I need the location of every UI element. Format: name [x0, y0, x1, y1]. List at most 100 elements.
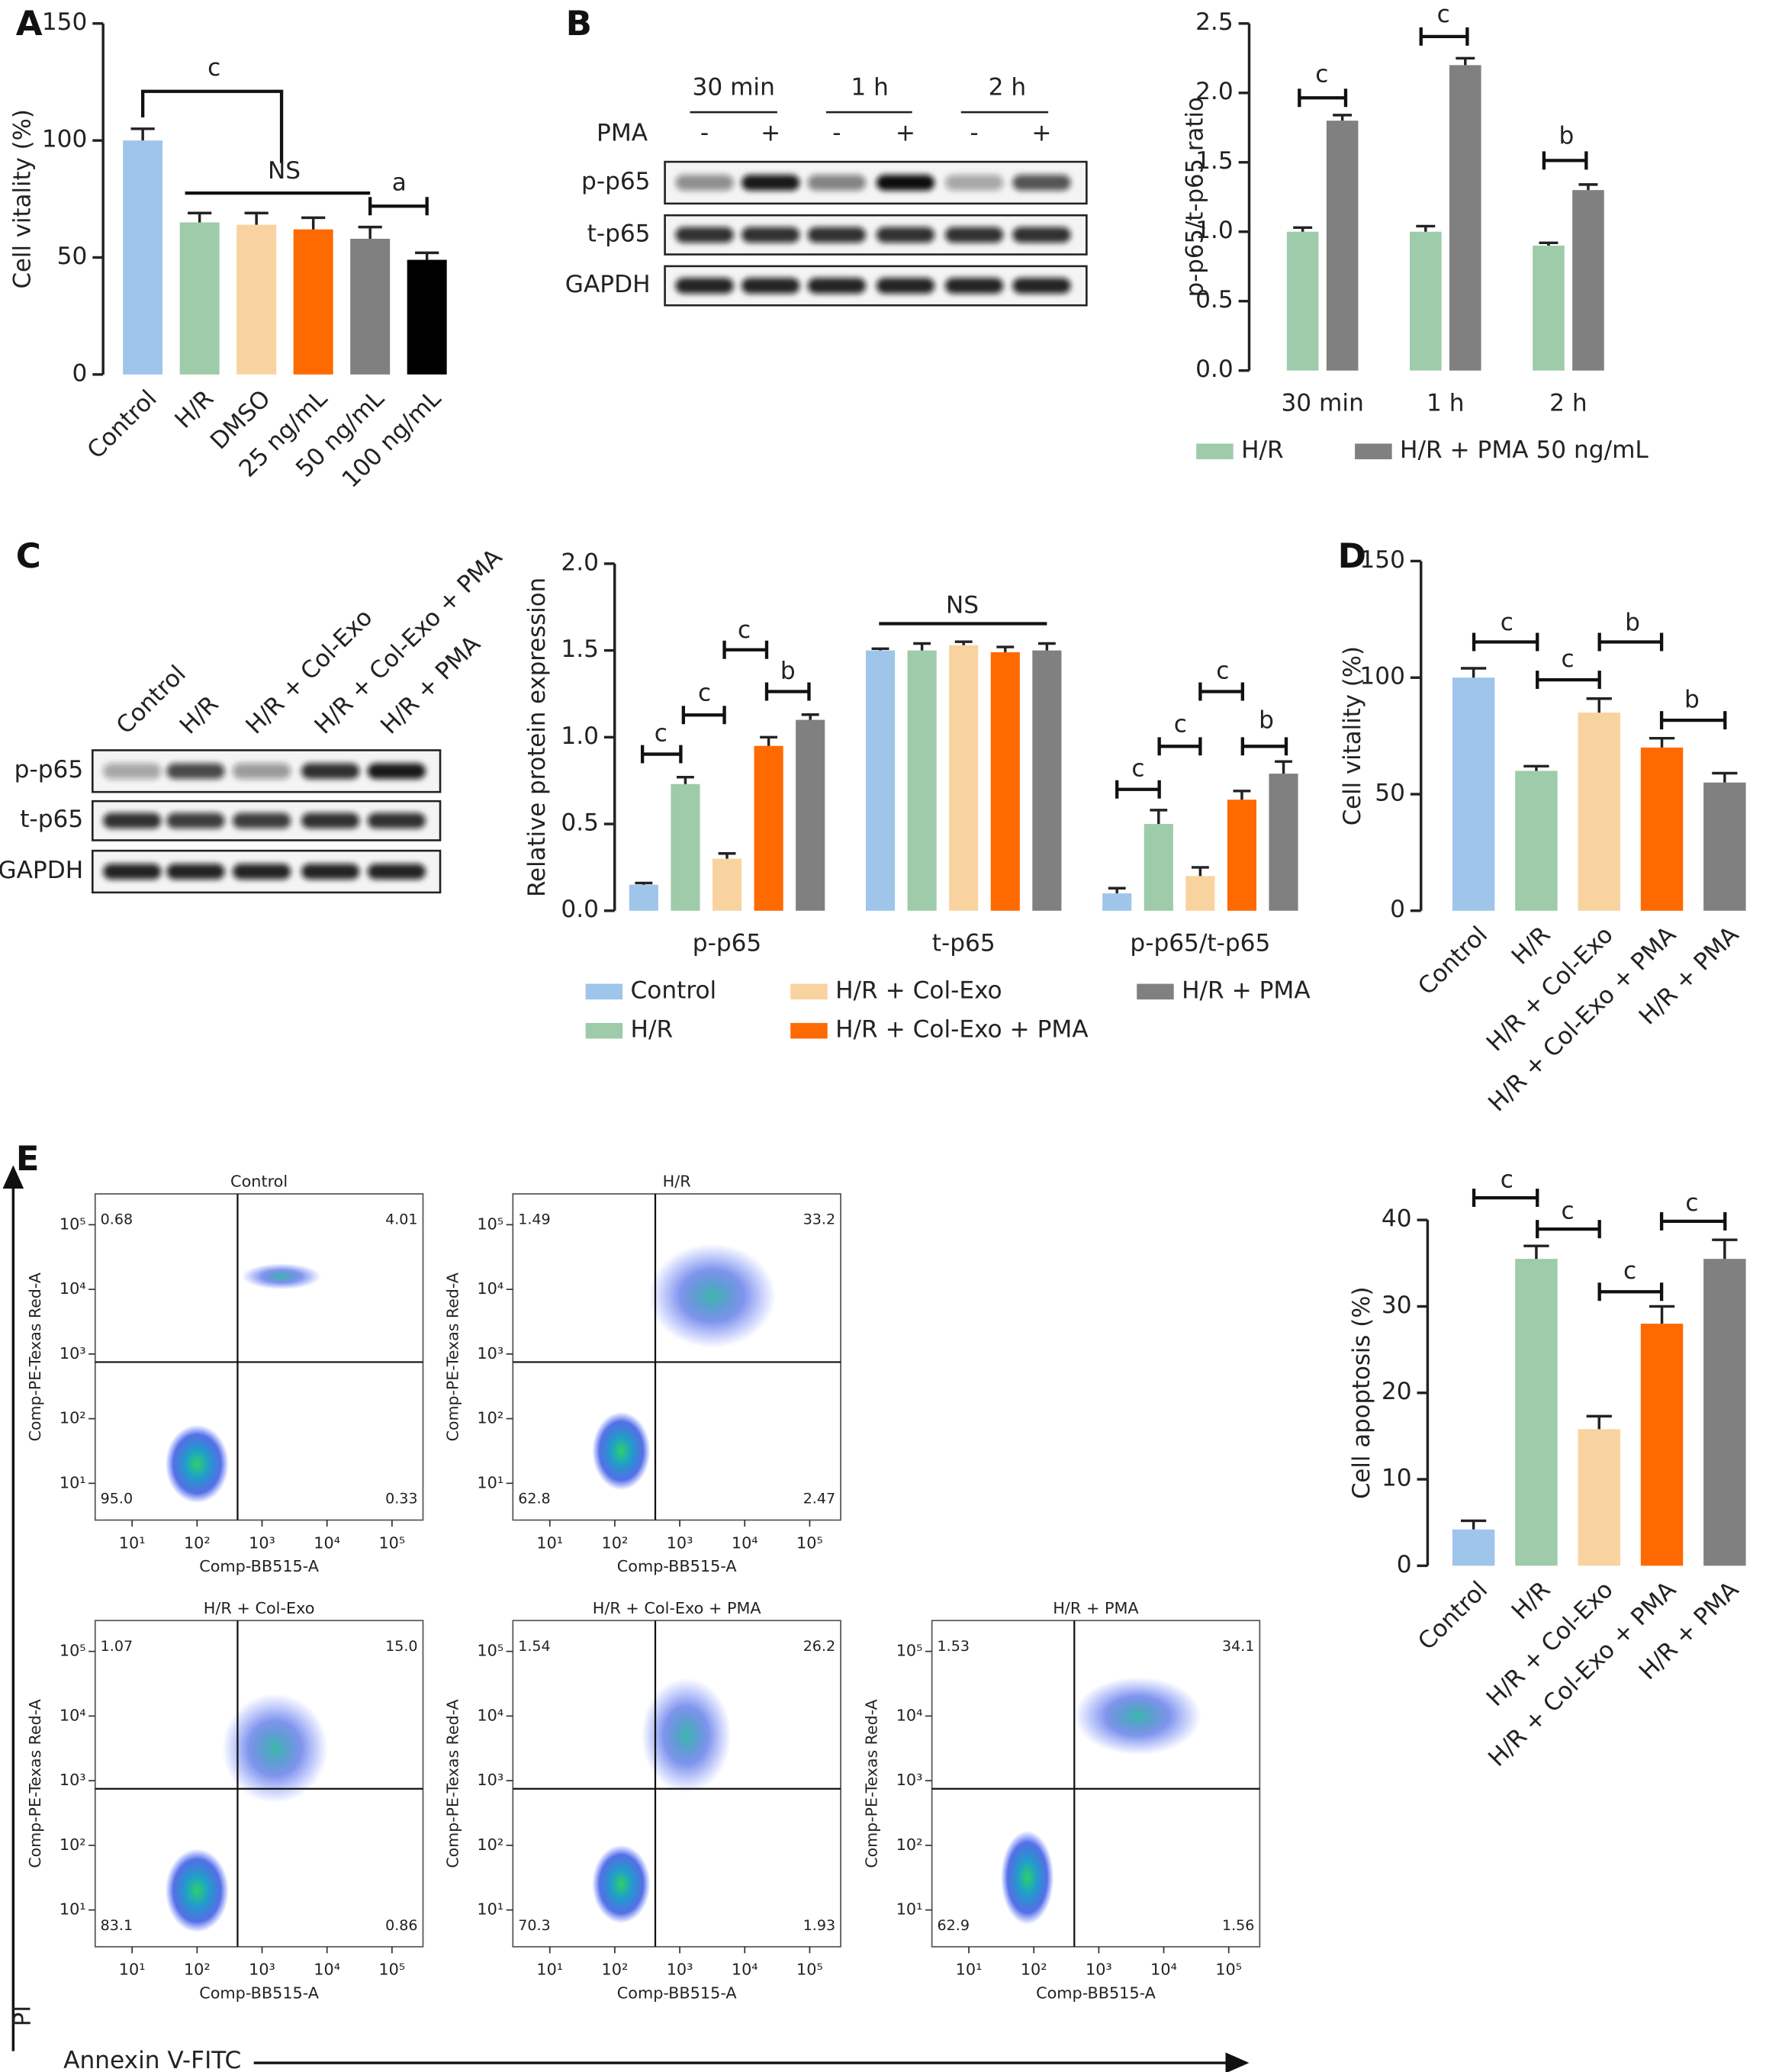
x-tick-label: 1 h	[1427, 390, 1465, 417]
error-bar	[244, 211, 269, 225]
y-tick-label: 2.0	[1195, 78, 1234, 105]
blot-band	[675, 175, 734, 191]
significance-bracket	[640, 745, 683, 764]
y-axis-label: Comp-PE-Texas Red-A	[26, 1272, 44, 1441]
blot-band	[944, 278, 1004, 294]
legend-swatch	[790, 1022, 828, 1039]
blot-band	[675, 227, 734, 243]
error-bar	[1523, 1244, 1549, 1260]
y-tick-label: 10⁵	[896, 1642, 923, 1660]
error-bar	[871, 647, 889, 651]
error-bar	[760, 735, 778, 746]
quadrant-value: 4.01	[385, 1211, 417, 1228]
x-title: Annexin V-FITC	[63, 2047, 241, 2072]
time-label: 30 min	[693, 74, 775, 101]
bar	[907, 650, 937, 911]
bar	[1032, 650, 1062, 911]
y-tick-label: 10³	[477, 1771, 503, 1789]
bar	[1227, 800, 1257, 911]
flow-title: H/R + PMA	[1053, 1599, 1138, 1617]
error-bar	[130, 127, 155, 141]
legend-swatch	[790, 983, 828, 1000]
error-bar	[1275, 760, 1292, 774]
y-tick-label: 150	[42, 8, 88, 36]
significance-bracket	[1597, 1282, 1664, 1301]
bar	[179, 222, 220, 375]
error-bar	[1649, 736, 1675, 748]
blot-band	[367, 763, 426, 780]
blot-band	[1012, 278, 1071, 294]
x-tick-label: 10²	[602, 1533, 629, 1552]
significance-label: b	[1684, 686, 1700, 713]
x-tick-label: 10⁴	[1150, 1961, 1177, 1979]
quadrant-value: 1.53	[938, 1638, 970, 1655]
blot-band	[1012, 175, 1071, 191]
quadrant-value: 62.8	[518, 1491, 550, 1507]
significance-label: b	[1625, 609, 1640, 636]
quadrant-value: 1.07	[101, 1638, 133, 1655]
x-axis-label: Comp-BB515-A	[199, 1557, 319, 1575]
significance-label: c	[1685, 1189, 1698, 1217]
error-bar	[1333, 114, 1353, 121]
significance-label: b	[780, 657, 796, 684]
y-axis-label: Cell vitality (%)	[1339, 646, 1366, 825]
y-tick-label: 10¹	[896, 1900, 923, 1919]
significance-bracket	[1298, 88, 1348, 108]
y-tick-label: 150	[1359, 546, 1405, 574]
bar	[407, 259, 447, 375]
x-tick-label: 30 min	[1281, 390, 1363, 417]
significance-bracket	[722, 640, 769, 659]
lane-label: H/R	[175, 690, 224, 739]
significance-label: c	[1216, 657, 1229, 684]
quadrant-value: 33.2	[803, 1211, 835, 1228]
quadrant-value: 1.49	[518, 1211, 550, 1228]
error-bar	[1649, 1305, 1675, 1324]
bar	[1269, 774, 1298, 911]
y-axis-label: Comp-PE-Texas Red-A	[443, 1699, 462, 1868]
significance-bracket	[140, 89, 284, 163]
legend-label: H/R	[1241, 436, 1284, 464]
significance-label: c	[1562, 1198, 1575, 1225]
flow-plot: H/R + Col-Exo 1.07 15.0 83.1 0.86 10¹ 10¹ 10² 10…	[26, 1599, 424, 2002]
blot-row-label: t-p65	[20, 806, 83, 833]
y-axis-label: Comp-PE-Texas Red-A	[443, 1272, 462, 1441]
event-cloud	[1001, 1830, 1054, 1925]
x-tick-label: 10⁵	[378, 1533, 405, 1552]
bar	[1703, 782, 1746, 911]
legend-swatch	[585, 983, 623, 1000]
flow-plot: H/R 1.49 33.2 62.8 2.47 10¹ 10¹ 10² 10² 10³ 10³ 10⁴…	[443, 1173, 841, 1575]
x-tick-label: 10¹	[536, 1533, 563, 1552]
bar	[796, 719, 825, 911]
error-bar	[1523, 764, 1549, 771]
significance-label: c	[655, 720, 667, 748]
significance-label: NS	[946, 592, 979, 619]
x-tick-label: Control	[1413, 1576, 1493, 1655]
significance-bracket	[1115, 780, 1161, 799]
x-tick-label: 10³	[667, 1961, 693, 1979]
bar	[1102, 893, 1132, 911]
blot-band	[103, 763, 162, 780]
panel-label: A	[16, 3, 43, 43]
x-tick-label: 10¹	[956, 1961, 983, 1979]
x-tick-label: 10⁵	[1215, 1961, 1242, 1979]
y-tick-label: 10³	[60, 1344, 86, 1363]
panel-label: B	[566, 3, 592, 43]
x-axis-label: Comp-BB515-A	[199, 1984, 319, 2002]
y-tick-label: 100	[1359, 663, 1405, 690]
y-tick-label: 0.5	[561, 809, 599, 837]
blot-band	[301, 763, 360, 780]
error-bar	[1586, 697, 1612, 713]
y-axis-label: Cell vitality (%)	[9, 109, 37, 288]
quadrant-value: 83.1	[101, 1917, 133, 1934]
significance-bracket	[1157, 737, 1202, 756]
x-axis-label: Comp-BB515-A	[617, 1984, 737, 2002]
time-label: 1 h	[851, 74, 889, 101]
bar	[1286, 231, 1319, 371]
legend-swatch	[1196, 443, 1234, 460]
blot-row-label: t-p65	[587, 220, 651, 247]
blot-row-label: p-p65	[581, 168, 650, 195]
error-bar	[1460, 667, 1487, 678]
y-tick-label: 1.0	[1195, 217, 1234, 244]
blot-band	[166, 864, 225, 880]
